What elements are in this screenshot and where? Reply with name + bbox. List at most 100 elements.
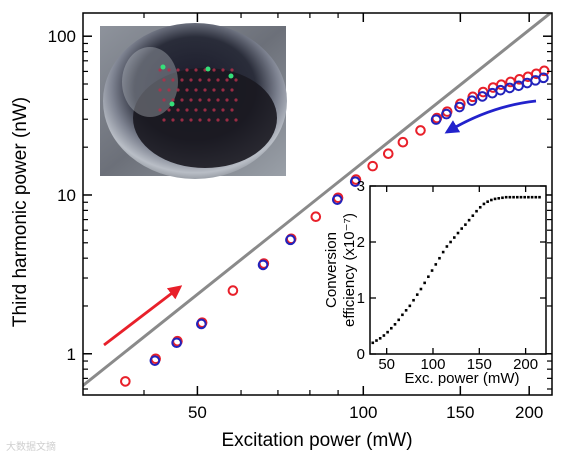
blue-data-point — [430, 114, 442, 125]
red-data-point — [310, 211, 322, 222]
photo-speck — [189, 118, 193, 122]
red-data-point — [367, 160, 378, 172]
blue-data-point — [196, 318, 207, 330]
photo-speck — [212, 88, 216, 92]
efficiency-point — [419, 287, 423, 291]
red-data-point — [382, 148, 394, 159]
photo-speck — [185, 108, 189, 112]
x-tick-label: 50 — [188, 403, 207, 422]
photo-speck — [167, 88, 171, 92]
efficiency-point — [519, 195, 523, 199]
fit-line-segment — [83, 13, 552, 388]
photo-speck — [234, 78, 238, 82]
efficiency-point — [497, 197, 501, 200]
photo-speck — [180, 118, 184, 122]
inset-y-tick-label: 3 — [357, 178, 365, 195]
red-data-point — [120, 376, 131, 387]
photo-speck — [205, 66, 211, 72]
photo-speck — [225, 78, 229, 82]
photo-speck — [194, 68, 198, 72]
efficiency-point — [475, 209, 478, 213]
efficiency-point — [434, 263, 438, 266]
efficiency-point — [378, 337, 382, 340]
efficiency-point — [504, 195, 508, 199]
inset-y-tick-label: 0 — [357, 346, 365, 363]
efficiency-point — [415, 293, 419, 296]
photo-speck — [176, 68, 180, 72]
photo-speck — [207, 98, 211, 102]
resonator-photo-inset — [100, 23, 287, 179]
photo-speck — [234, 98, 238, 102]
photo-speck — [207, 78, 211, 82]
increasing-arrow — [103, 285, 183, 347]
blue-data-point — [454, 101, 465, 113]
photo-speck — [198, 98, 202, 102]
efficiency-point — [393, 323, 397, 326]
photo-speck — [171, 78, 175, 82]
fit-line — [83, 13, 552, 388]
inset-y-axis-label-line1: Conversion — [323, 232, 340, 308]
efficiency-point — [445, 245, 449, 248]
x-tick-label: 150 — [446, 403, 474, 422]
photo-speck — [194, 108, 198, 112]
photo-speck — [169, 101, 175, 107]
photo-speck — [198, 118, 202, 122]
inset-x-ticks: 50 100 150 200 — [378, 186, 538, 373]
efficiency-point — [412, 298, 415, 302]
inset-x-tick-label: 150 — [467, 356, 492, 373]
efficiency-point — [493, 197, 497, 201]
efficiency-point — [486, 200, 489, 203]
photo-speck — [221, 88, 225, 92]
efficiency-point — [530, 195, 534, 199]
photo-speck — [180, 78, 184, 82]
main-y-axis-label: Third harmonic power (nW) — [10, 97, 31, 327]
photo-speck — [225, 98, 229, 102]
inset-x-tick-label: 200 — [513, 356, 538, 373]
efficiency-point — [478, 205, 482, 209]
blue-data-point — [331, 194, 343, 205]
photo-speck — [167, 68, 171, 72]
photo-speck — [162, 118, 166, 122]
inset-y-tick-label: 1 — [357, 290, 365, 307]
photo-speck — [167, 108, 171, 112]
blue-data-point — [441, 108, 452, 120]
photo-speck — [171, 118, 175, 122]
inset-x-tick-label: 100 — [420, 356, 445, 373]
photo-speck — [189, 78, 193, 82]
efficiency-point — [482, 202, 486, 206]
blue-data-point — [495, 84, 506, 96]
red-data-point — [415, 125, 426, 136]
photo-speck — [203, 108, 207, 112]
series-efficiency — [371, 195, 541, 345]
main-x-axis-label: Excitation power (mW) — [221, 430, 412, 451]
main-x-ticks: 50 100 150 200 — [143, 13, 543, 422]
photo-speck — [234, 118, 238, 122]
blue-data-point — [171, 337, 182, 349]
blue-data-point — [466, 95, 478, 106]
decreasing-arrow — [444, 99, 537, 134]
blue-data-point — [538, 72, 549, 84]
photo-speck — [212, 68, 216, 72]
efficiency-point — [371, 341, 375, 345]
y-tick-label: 10 — [57, 186, 76, 205]
photo-speck — [194, 88, 198, 92]
efficiency-point — [508, 195, 512, 199]
photo-speck — [158, 88, 162, 92]
x-tick-label: 200 — [515, 403, 543, 422]
photo-speck — [221, 108, 225, 112]
efficiency-point — [460, 227, 464, 230]
efficiency-point — [401, 313, 404, 317]
efficiency-point — [408, 304, 412, 308]
photo-speck — [160, 64, 166, 70]
y-tick-label: 100 — [48, 27, 76, 46]
efficiency-point — [515, 195, 519, 199]
photo-speck — [171, 98, 175, 102]
blue-data-point — [257, 259, 269, 271]
efficiency-point — [430, 269, 434, 272]
photo-speck — [189, 98, 193, 102]
inset-x-tick-label: 50 — [378, 356, 395, 373]
photo-speck — [216, 118, 220, 122]
photo-speck — [180, 98, 184, 102]
efficiency-point — [501, 196, 504, 200]
